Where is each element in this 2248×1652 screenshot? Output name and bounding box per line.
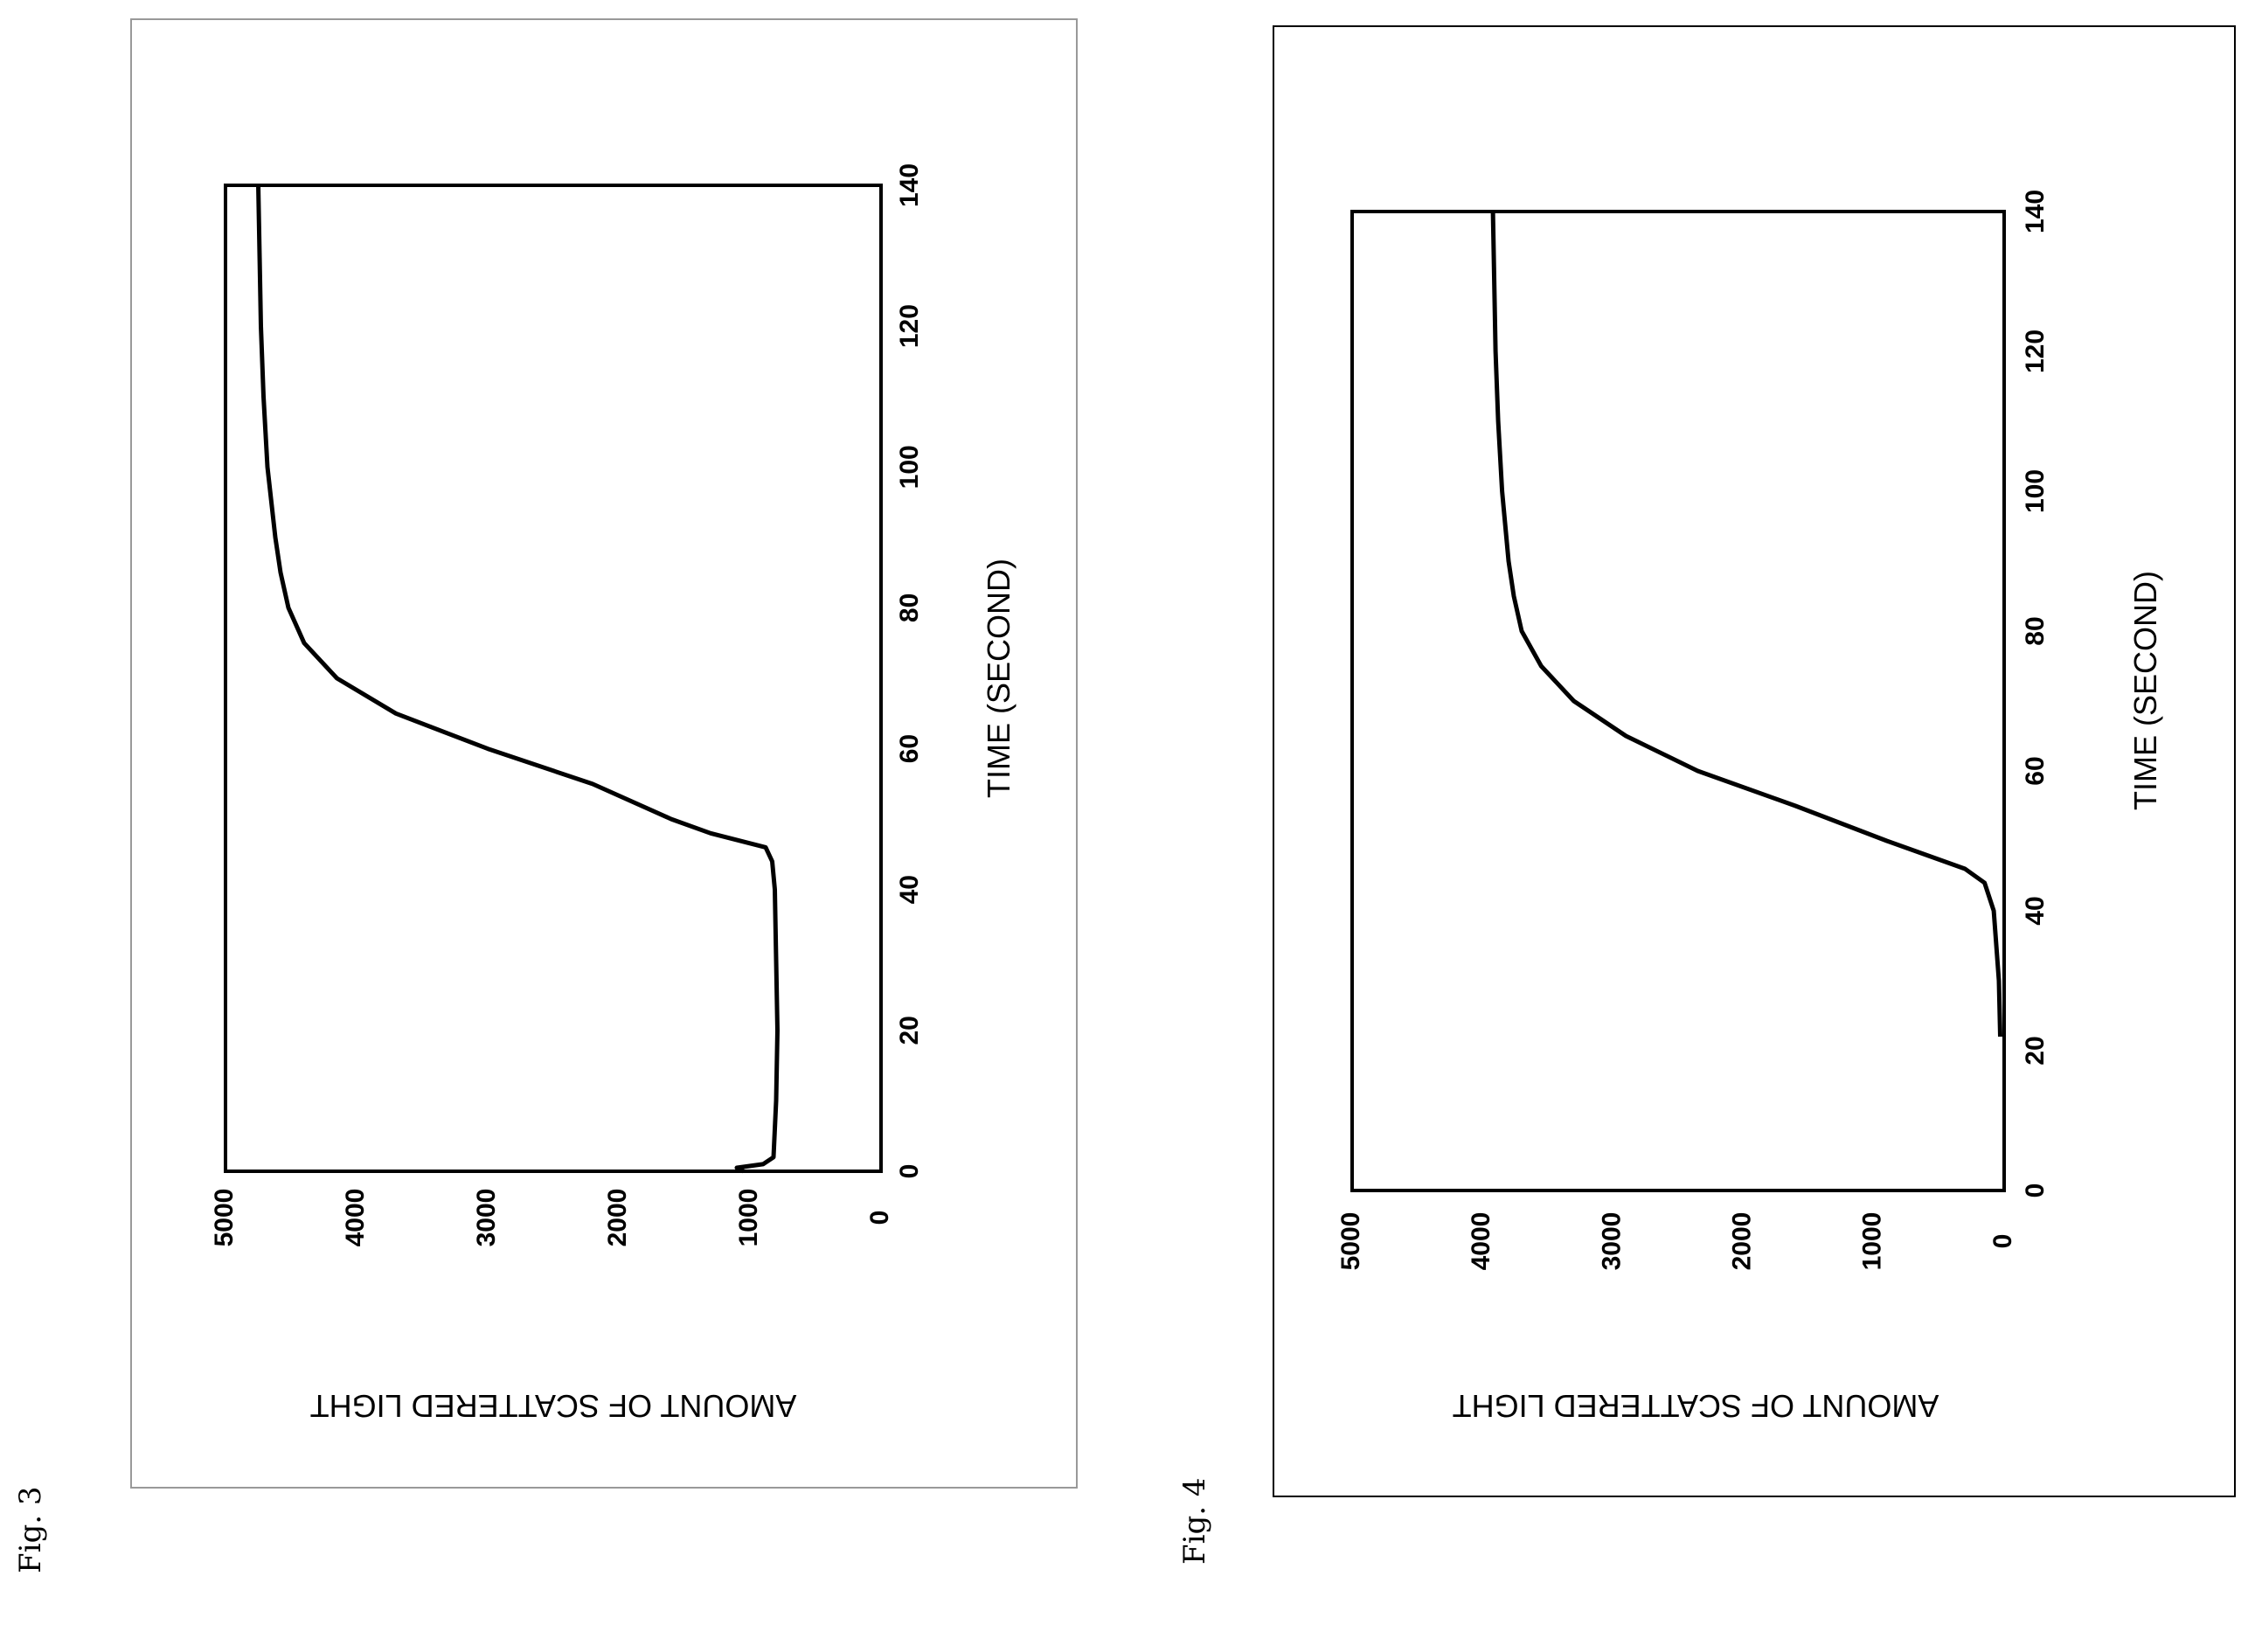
chart-fig3-frame	[130, 18, 1078, 1489]
chart-fig4-y-tick-label: 0	[1988, 1234, 2017, 1249]
figure-label-4: Fig. 4	[1177, 1478, 1212, 1565]
chart-fig4-y-tick-label: 1000	[1858, 1212, 1887, 1271]
chart-fig3-plot-area	[224, 184, 883, 1173]
chart-fig4-y-tick-label: 4000	[1467, 1212, 1495, 1271]
chart-fig3-x-tick-label: 60	[895, 734, 924, 763]
chart-fig4-x-tick-label: 40	[2021, 896, 2050, 925]
chart-fig3-x-tick-label: 140	[895, 163, 924, 207]
chart-fig3-series-line	[256, 184, 780, 1174]
chart-fig4-x-ticks: 0 20 40 60 80 100 120 140	[2021, 190, 2050, 1197]
chart-fig4-y-tick-label: 2000	[1728, 1212, 1757, 1271]
figure-label-3: Fig. 3	[13, 1487, 48, 1573]
chart-fig3-y-tick-label: 0	[865, 1211, 894, 1225]
chart-fig3-x-tick-label: 80	[895, 593, 924, 622]
chart-fig4-x-tick-label: 140	[2021, 190, 2050, 233]
chart-fig4-y-axis-label: AMOUNT OF SCATTERED LIGHT	[1453, 1388, 1939, 1424]
chart-fig3-x-tick-label: 0	[895, 1164, 924, 1179]
chart-fig4-y-tick-label: 5000	[1336, 1212, 1365, 1271]
chart-fig3-x-axis-label: TIME (SECOND)	[981, 559, 1016, 798]
chart-fig3-x-tick-label: 40	[895, 875, 924, 904]
chart-fig4-x-tick-label: 60	[2021, 756, 2050, 785]
chart-fig4-x-tick-label: 100	[2021, 469, 2050, 513]
chart-fig4-frame	[1273, 25, 2236, 1497]
chart-fig4-x-axis-label: TIME (SECOND)	[2127, 571, 2163, 810]
chart-fig4-y-tick-label: 3000	[1597, 1212, 1626, 1271]
chart-fig3-x-ticks: 0 20 40 60 80 100 120 140	[895, 163, 924, 1178]
chart-fig4-plot-area	[1350, 210, 2006, 1192]
chart-fig3-y-tick-label: 2000	[603, 1189, 632, 1247]
chart-fig4-x-tick-label: 20	[2021, 1036, 2050, 1065]
chart-fig3-x-tick-label: 120	[895, 304, 924, 348]
chart-fig4-series-line	[1490, 211, 2002, 1038]
chart-fig4-x-tick-label: 120	[2021, 330, 2050, 373]
chart-fig3-y-tick-label: 4000	[341, 1189, 370, 1247]
chart-fig3-y-tick-label: 3000	[472, 1189, 501, 1247]
chart-fig3-x-tick-label: 20	[895, 1016, 924, 1045]
chart-fig4-y-ticks: 0 1000 2000 3000 4000 5000	[1336, 1212, 2017, 1271]
chart-fig3-y-axis-label: AMOUNT OF SCATTERED LIGHT	[310, 1388, 797, 1424]
chart-fig3-x-tick-label: 100	[895, 445, 924, 489]
chart-fig4-x-tick-label: 0	[2021, 1183, 2050, 1198]
chart-fig3-y-ticks: 0 1000 2000 3000 4000 5000	[210, 1189, 894, 1247]
chart-fig3-y-tick-label: 1000	[734, 1189, 763, 1247]
chart-fig4: 0 20 40 60 80 100 120 140 0 1000 2000 3000 4000 5000…	[1273, 25, 2236, 1497]
chart-fig4-x-tick-label: 80	[2021, 616, 2050, 645]
chart-fig3: 0 20 40 60 80 100 120 140 0 1000 2000 3000 4000 5000…	[130, 18, 1078, 1489]
chart-fig3-y-tick-label: 5000	[210, 1189, 239, 1247]
